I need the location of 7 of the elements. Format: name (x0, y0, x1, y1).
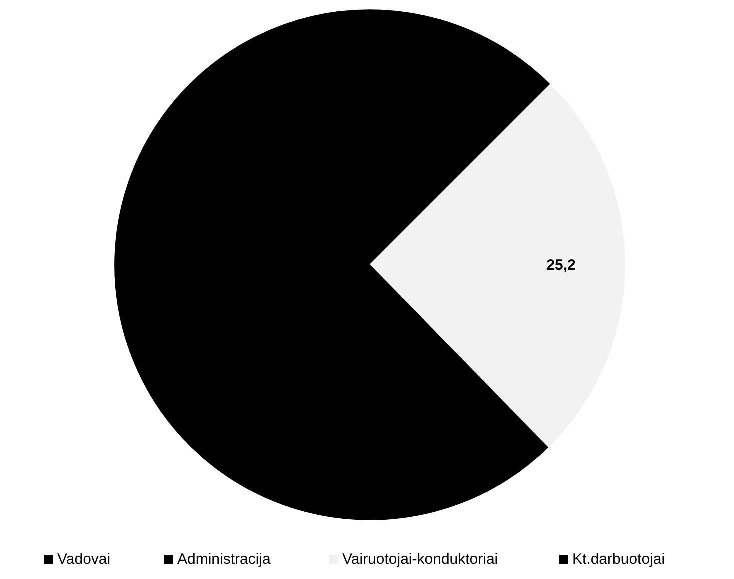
pie-slice (114, 10, 548, 520)
legend-label: Kt.darbuotojai (572, 550, 666, 568)
legend-label: Vairuotojai-konduktoriai (342, 550, 498, 568)
legend-label: Administracija (178, 550, 272, 568)
legend-label: Vadovai (58, 550, 111, 568)
data-label: 25,2 (546, 257, 576, 274)
pie-slice (370, 84, 626, 448)
